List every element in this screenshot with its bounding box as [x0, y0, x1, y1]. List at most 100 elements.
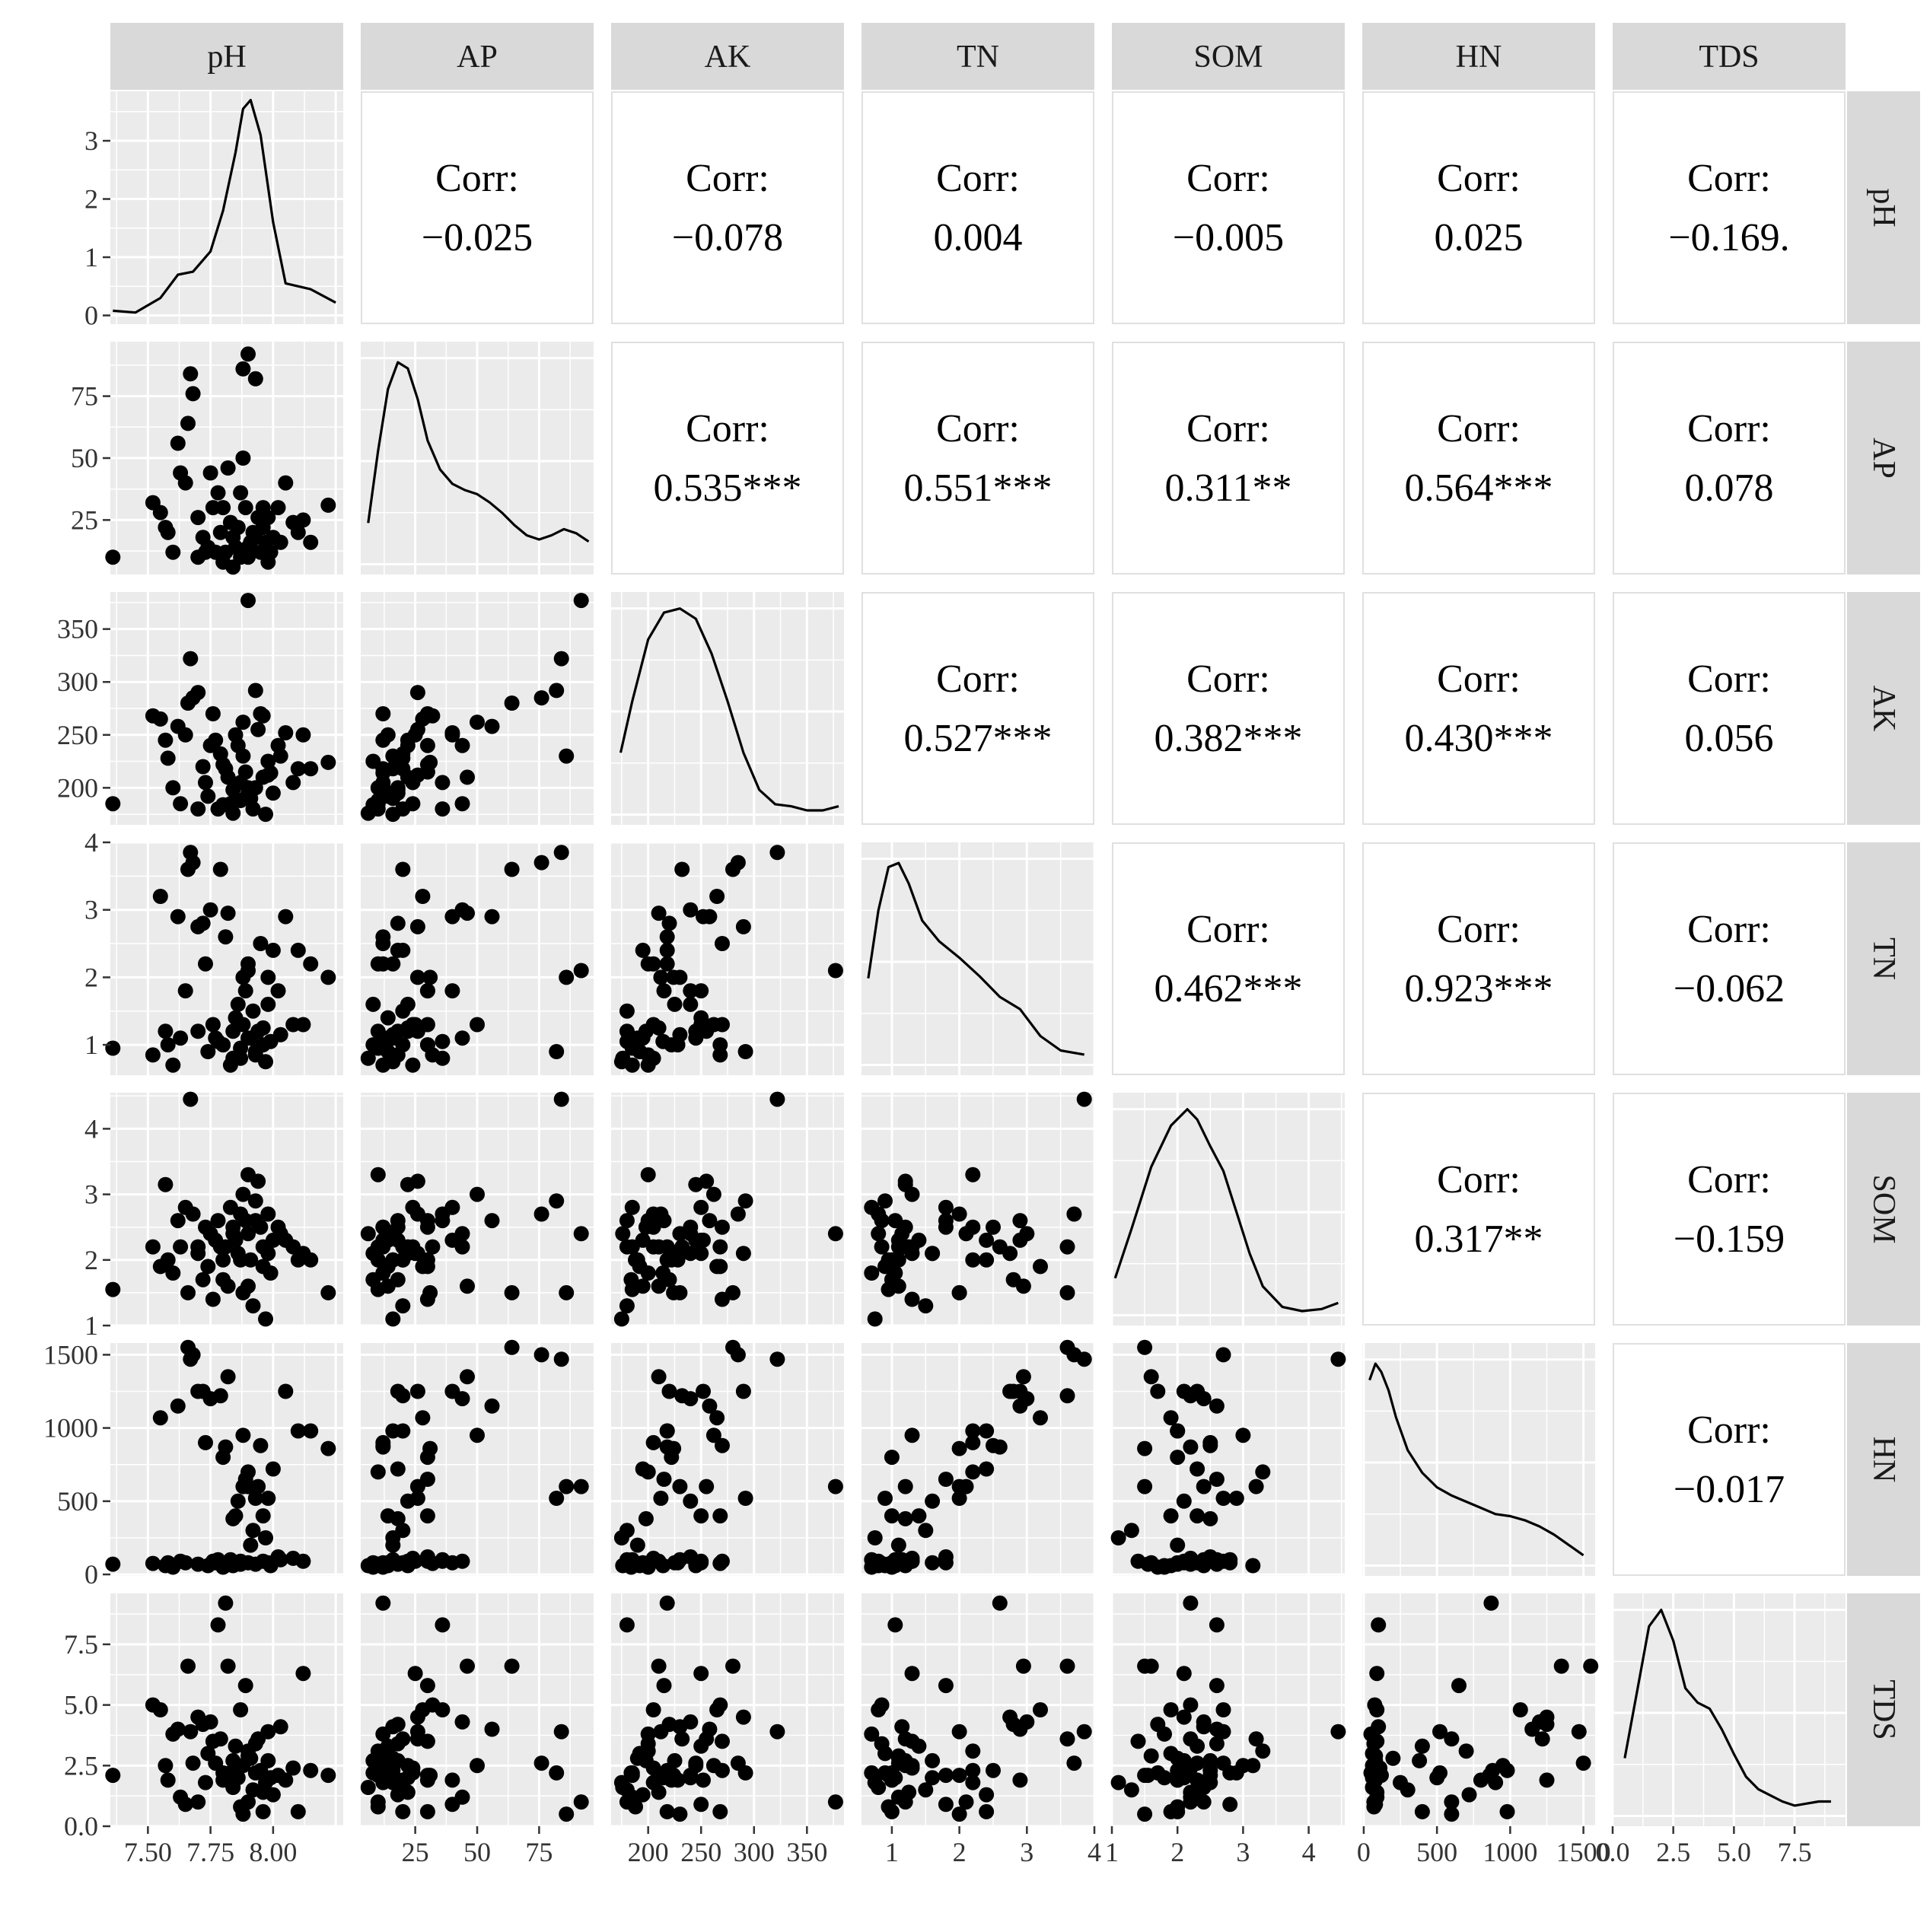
corr-label: Corr: — [1437, 407, 1521, 450]
data-point — [1432, 1765, 1448, 1781]
data-point — [1575, 1755, 1591, 1771]
data-point — [278, 725, 294, 740]
data-point — [250, 721, 266, 737]
data-point — [1553, 1658, 1569, 1674]
data-point — [881, 1252, 897, 1268]
data-point — [235, 1428, 251, 1443]
strip-background — [1847, 1593, 1920, 1826]
data-point — [656, 1678, 672, 1694]
data-point — [1215, 1347, 1231, 1363]
data-point — [674, 1731, 690, 1747]
data-point — [170, 1398, 186, 1414]
data-point — [255, 1239, 271, 1255]
data-point — [409, 1383, 425, 1399]
data-point — [185, 386, 201, 402]
data-point — [260, 753, 276, 769]
data-point — [278, 475, 294, 491]
data-point — [409, 969, 425, 985]
scatter-panel-tds-ph — [105, 1593, 343, 1828]
data-point — [177, 727, 193, 743]
corr-value: 0.551*** — [904, 466, 1053, 510]
data-point — [180, 415, 196, 431]
x-axis-som: 1 2 3 4 — [1105, 1826, 1316, 1867]
data-point — [160, 1037, 176, 1053]
data-point — [1365, 1770, 1381, 1786]
y-tick-label: 200 — [57, 772, 98, 803]
data-point — [1130, 1553, 1146, 1569]
data-point — [435, 1553, 451, 1569]
data-point — [884, 1508, 900, 1524]
data-point — [735, 1709, 751, 1725]
data-point — [484, 909, 500, 925]
corr-value: 0.462*** — [1154, 967, 1303, 1011]
data-point — [1196, 1478, 1212, 1494]
data-point — [152, 711, 168, 727]
data-point — [651, 1784, 667, 1800]
x-tick-label: 350 — [786, 1837, 827, 1867]
data-point — [672, 1719, 688, 1735]
corr-panel-ap-ak: Corr: 0.535*** — [611, 342, 844, 575]
data-point — [683, 1768, 699, 1784]
data-point — [715, 1553, 730, 1569]
data-point — [152, 504, 168, 520]
data-point — [674, 861, 690, 877]
data-point — [375, 1595, 391, 1611]
x-tick-label: 8.00 — [249, 1837, 297, 1867]
corr-label: Corr: — [1687, 908, 1771, 951]
data-point — [205, 1017, 221, 1033]
corr-panel-ak-tds: Corr: 0.056 — [1613, 592, 1846, 825]
data-point — [683, 902, 699, 918]
y-tick-label: 0 — [84, 301, 98, 331]
data-point — [185, 1347, 201, 1363]
data-point — [735, 1383, 751, 1399]
data-point — [395, 942, 411, 958]
corr-value: −0.078 — [672, 216, 783, 259]
data-point — [170, 1213, 186, 1229]
data-point — [215, 500, 231, 516]
data-point — [1209, 1736, 1225, 1752]
corr-panel-hn-tds: Corr: −0.017 — [1613, 1343, 1846, 1576]
column-strip-ak: AK — [611, 23, 844, 90]
data-point — [454, 1714, 470, 1730]
data-point — [1183, 1595, 1199, 1611]
data-point — [435, 801, 451, 817]
data-point — [1196, 1719, 1212, 1735]
data-point — [215, 1037, 231, 1053]
data-point — [385, 1311, 401, 1327]
data-point — [400, 737, 416, 753]
data-point — [659, 1252, 675, 1268]
data-point — [640, 956, 656, 972]
data-point — [619, 1239, 635, 1255]
column-strip-tds: TDS — [1613, 23, 1846, 90]
data-point — [198, 956, 213, 972]
density-line — [619, 607, 839, 812]
data-point — [183, 366, 199, 382]
data-point — [715, 1437, 730, 1453]
data-point — [1150, 1717, 1166, 1733]
density-panel-hn — [1362, 1343, 1595, 1576]
data-point — [290, 1803, 306, 1819]
data-point — [220, 460, 236, 476]
data-point — [215, 1765, 231, 1781]
strip-label: AP — [1866, 438, 1901, 479]
data-point — [165, 544, 181, 560]
data-point — [623, 1272, 639, 1287]
data-point — [951, 1491, 967, 1506]
data-point — [894, 1719, 910, 1735]
data-point — [979, 1423, 995, 1439]
data-point — [672, 1478, 688, 1494]
strip-label: TN — [1866, 937, 1901, 980]
data-point — [672, 1026, 688, 1042]
data-point — [901, 1784, 917, 1800]
data-point — [864, 1265, 880, 1281]
data-point — [295, 1666, 311, 1682]
data-point — [240, 963, 256, 979]
data-point — [409, 1709, 425, 1725]
data-point — [1033, 1410, 1048, 1426]
density-line — [367, 361, 590, 543]
data-point — [651, 1239, 667, 1255]
data-point — [904, 1666, 920, 1682]
data-point — [240, 1278, 256, 1294]
data-point — [1137, 1478, 1153, 1494]
x-tick-label: 200 — [628, 1837, 669, 1867]
